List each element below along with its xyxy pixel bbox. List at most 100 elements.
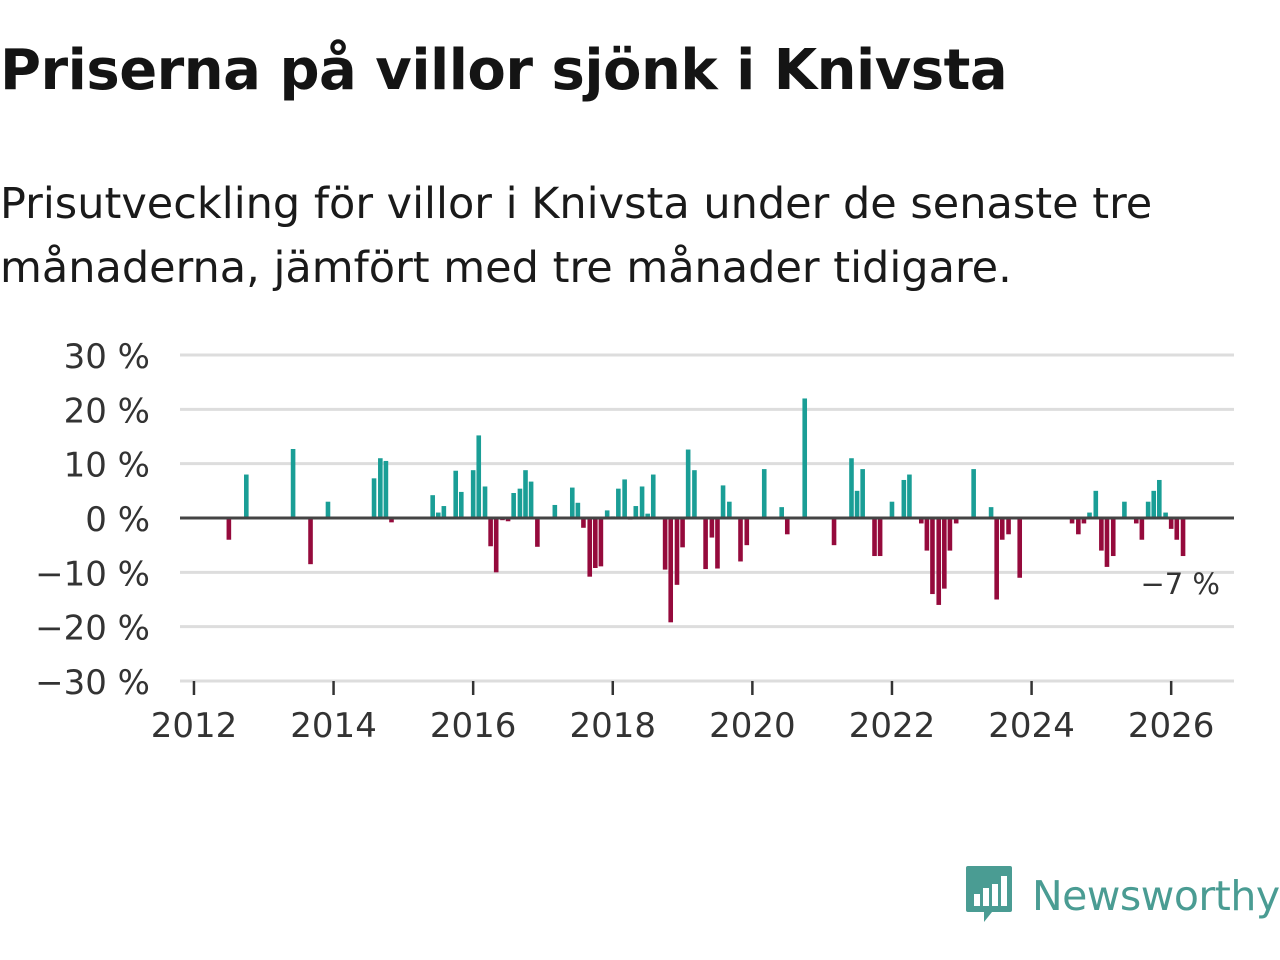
bar: [308, 518, 313, 565]
bar: [493, 518, 499, 573]
bar: [244, 474, 249, 518]
last-value-label: −7 %: [1140, 567, 1220, 601]
bar: [727, 501, 732, 518]
bar: [371, 478, 377, 518]
bar: [1180, 518, 1186, 557]
bar: [907, 474, 912, 518]
bar: [470, 470, 476, 518]
bar: [378, 458, 383, 518]
bar: [971, 469, 976, 518]
bar: [901, 479, 907, 518]
chart-title: Priserna på villor sjönk i Knivsta: [0, 38, 1008, 103]
bar: [226, 518, 232, 540]
bar: [1168, 518, 1174, 529]
bar: [488, 518, 493, 547]
bar: [1017, 518, 1023, 578]
bar-series: [226, 398, 1186, 623]
x-tick-label: 2026: [1128, 706, 1215, 746]
x-tick-label: 2022: [849, 706, 936, 746]
bar: [1151, 490, 1157, 518]
bar: [587, 518, 593, 577]
bar: [1122, 501, 1127, 518]
bar: [581, 518, 586, 528]
bar: [517, 488, 523, 518]
bar: [802, 398, 808, 518]
bar-chart-speech-bubble-icon: [964, 864, 1014, 928]
bar: [622, 479, 627, 518]
bar: [685, 449, 691, 518]
bar: [994, 518, 999, 600]
bar: [872, 518, 877, 557]
bar: [930, 518, 935, 595]
bar: [715, 518, 720, 569]
bar: [1139, 518, 1145, 540]
bar: [639, 486, 645, 518]
bar: [441, 506, 447, 518]
bar: [999, 518, 1005, 540]
bar: [674, 518, 680, 585]
bar: [616, 488, 621, 518]
bar: [552, 504, 558, 518]
bar: [668, 518, 674, 623]
bar: [523, 470, 528, 518]
bar: [511, 493, 516, 518]
bar: [598, 518, 604, 567]
bar: [849, 458, 854, 518]
bar: [1069, 518, 1075, 524]
x-tick-label: 2020: [709, 706, 796, 746]
bar: [831, 518, 837, 546]
bar: [877, 518, 883, 557]
bar: [1076, 518, 1081, 535]
bar: [1174, 518, 1180, 540]
bar: [290, 448, 296, 518]
bar: [535, 518, 540, 547]
bar: [575, 502, 581, 518]
bar: [1163, 512, 1168, 518]
x-tick-label: 2018: [570, 706, 657, 746]
newsworthy-logo[interactable]: Newsworthy: [964, 864, 1280, 928]
x-axis: 2012 2014 2016 2018 2020 2022 2024 2026: [151, 680, 1234, 746]
bar: [458, 491, 464, 518]
bar: [947, 518, 953, 551]
x-tick-label: 2016: [430, 706, 517, 746]
x-tick-label: 2024: [988, 706, 1075, 746]
bar: [953, 518, 959, 524]
y-tick-label: 0 %: [85, 500, 150, 540]
logo-text: Newsworthy: [1032, 872, 1280, 920]
bar: [779, 507, 784, 518]
bar: [569, 487, 575, 518]
bar: [650, 474, 656, 518]
y-tick-label: −30 %: [35, 663, 150, 703]
bar: [662, 518, 668, 570]
bar: [854, 490, 860, 518]
bar: [720, 485, 726, 518]
bar: [1006, 518, 1011, 535]
bar: [528, 481, 534, 518]
bar: [860, 469, 865, 518]
y-tick-label: 20 %: [64, 391, 150, 431]
bar: [692, 470, 697, 518]
bar: [761, 469, 767, 518]
bar: [936, 518, 942, 605]
bar: [1104, 518, 1110, 567]
bar: [1099, 518, 1104, 551]
bar: [942, 518, 947, 589]
y-axis-tick-labels: 30 % 20 % 10 % 0 % −10 % −20 % −30 %: [35, 337, 150, 703]
y-tick-label: −10 %: [35, 554, 150, 594]
bar: [924, 518, 930, 551]
bar: [389, 518, 394, 523]
bar: [1157, 479, 1162, 518]
bar: [889, 501, 895, 518]
x-tick-label: 2012: [151, 706, 238, 746]
bar: [505, 518, 511, 522]
bar: [703, 518, 708, 570]
bar: [988, 507, 994, 518]
bar: [1145, 501, 1151, 518]
bar: [645, 513, 650, 518]
bar: [593, 518, 598, 568]
bar: [744, 518, 750, 546]
bar: [1093, 490, 1099, 518]
x-tick-label: 2014: [290, 706, 377, 746]
y-tick-label: 30 %: [64, 337, 150, 377]
bar: [453, 470, 459, 518]
